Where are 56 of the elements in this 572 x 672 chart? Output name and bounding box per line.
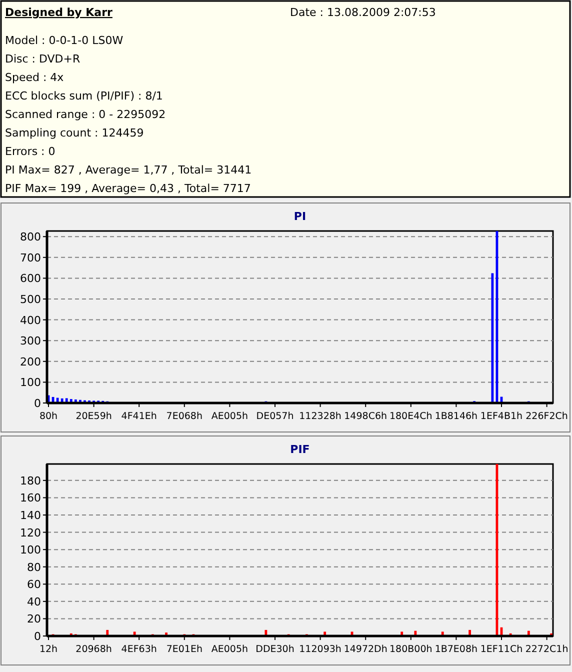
- y-tick-label: 80: [27, 560, 41, 574]
- x-tick-label: DE057h: [256, 411, 294, 422]
- x-tick-label: 180B00h: [390, 644, 432, 655]
- y-tick-label: 180: [20, 474, 41, 488]
- chart-title: PI: [294, 210, 306, 223]
- y-tick-label: 120: [20, 526, 41, 540]
- x-tick-label: 1498C6h: [344, 411, 388, 422]
- y-tick-label: 300: [20, 334, 41, 348]
- y-tick-label: 0: [34, 397, 41, 410]
- x-tick-label: 1B7E08h: [434, 644, 478, 655]
- text: Date : 13.08.2009 2:07:53: [290, 6, 436, 19]
- text: PI Max= 827 , Average= 1,77 , Total= 31441: [5, 164, 252, 176]
- x-tick-label: 4F41Eh: [121, 411, 157, 422]
- x-tick-label: 20E59h: [76, 411, 112, 422]
- y-tick-label: 100: [20, 376, 41, 390]
- x-tick-label: 20968h: [76, 644, 112, 655]
- y-tick-label: 100: [20, 544, 41, 557]
- x-tick-label: 112328h: [299, 411, 342, 422]
- x-tick-label: 7E068h: [166, 411, 202, 422]
- text: Designed by Karr: [5, 6, 114, 19]
- text: Sampling count : 124459: [5, 126, 144, 140]
- x-tick-label: 1B8146h: [434, 411, 478, 422]
- text: Scanned range : 0 - 2295092: [5, 108, 166, 121]
- text: Model : 0-0-1-0 LS0W: [5, 34, 124, 47]
- text: Errors : 0: [5, 145, 56, 158]
- x-tick-label: 1EF4B1h: [480, 411, 523, 422]
- x-tick-label: 1EF11Ch: [480, 644, 523, 655]
- x-tick-label: AE005h: [211, 644, 248, 655]
- y-tick-label: 500: [20, 293, 41, 306]
- x-tick-label: 226F2Ch: [526, 411, 568, 422]
- text: Speed : 4x: [5, 71, 64, 84]
- y-tick-label: 40: [27, 595, 41, 608]
- text: ECC blocks sum (PI/PIF) : 8/1: [5, 90, 163, 102]
- x-tick-label: DDE30h: [256, 644, 294, 655]
- text: Disc : DVD+R: [5, 52, 80, 66]
- y-tick-label: 20: [27, 612, 41, 626]
- y-tick-label: 800: [20, 230, 41, 244]
- y-tick-label: 400: [20, 314, 41, 327]
- y-tick-label: 140: [20, 508, 41, 522]
- x-tick-label: 2272C1h: [525, 644, 568, 655]
- x-tick-label: 4EF63h: [121, 644, 157, 655]
- y-tick-label: 0: [34, 630, 41, 643]
- x-tick-label: 80h: [39, 411, 58, 422]
- y-tick-label: 160: [20, 492, 41, 505]
- text: PIF Max= 199 , Average= 0,43 , Total= 7717: [5, 182, 251, 195]
- x-tick-label: 7E01Eh: [166, 644, 202, 655]
- x-tick-label: 180E4Ch: [389, 411, 432, 422]
- y-tick-label: 600: [20, 272, 41, 286]
- x-tick-label: 14972Dh: [344, 644, 388, 655]
- x-tick-label: 112093h: [299, 644, 342, 655]
- x-tick-label: 12h: [39, 644, 58, 655]
- y-tick-label: 700: [20, 251, 41, 264]
- chart-title: PIF: [290, 443, 310, 456]
- y-tick-label: 60: [27, 578, 41, 592]
- y-tick-label: 200: [20, 355, 41, 368]
- x-tick-label: AE005h: [211, 411, 248, 422]
